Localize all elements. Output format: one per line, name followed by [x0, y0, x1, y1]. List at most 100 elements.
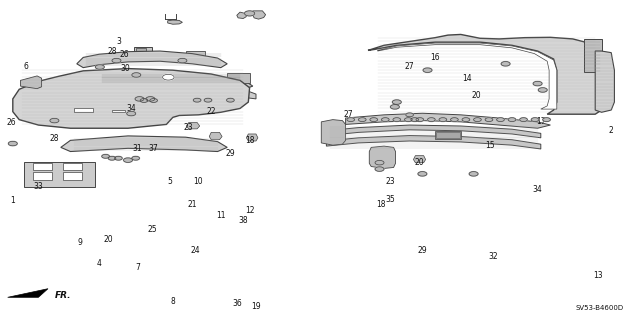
Polygon shape [112, 110, 125, 112]
Circle shape [135, 97, 144, 101]
Circle shape [520, 118, 527, 122]
Polygon shape [134, 47, 152, 54]
Circle shape [543, 118, 550, 122]
Circle shape [428, 118, 435, 122]
Polygon shape [209, 132, 222, 140]
Text: 20: 20 [104, 235, 114, 244]
Bar [63, 172, 82, 180]
Circle shape [497, 118, 504, 122]
Polygon shape [227, 73, 250, 83]
Polygon shape [595, 51, 614, 112]
Text: 18: 18 [245, 136, 254, 145]
Polygon shape [368, 34, 602, 114]
Circle shape [163, 74, 174, 80]
Bar [33, 163, 52, 170]
Text: 33: 33 [33, 182, 44, 191]
Text: 20: 20 [472, 91, 482, 100]
Text: 4: 4 [97, 259, 102, 268]
Text: 29: 29 [225, 149, 236, 158]
Text: 14: 14 [462, 74, 472, 83]
Text: 29: 29 [417, 246, 428, 255]
Polygon shape [13, 69, 250, 128]
Polygon shape [20, 76, 42, 89]
Polygon shape [61, 136, 227, 152]
Text: FR.: FR. [54, 291, 71, 300]
Text: 32: 32 [488, 252, 498, 261]
Polygon shape [321, 120, 346, 145]
Circle shape [140, 99, 148, 102]
Circle shape [531, 118, 539, 122]
Circle shape [393, 118, 401, 122]
Circle shape [132, 73, 141, 77]
Circle shape [227, 98, 234, 102]
Polygon shape [237, 12, 246, 19]
Circle shape [451, 118, 458, 122]
Polygon shape [584, 39, 602, 72]
Text: 20: 20 [414, 158, 424, 167]
Polygon shape [246, 134, 258, 141]
Circle shape [404, 118, 412, 122]
Circle shape [124, 158, 132, 162]
Circle shape [178, 58, 187, 63]
Circle shape [132, 156, 140, 160]
Circle shape [501, 62, 510, 66]
Polygon shape [74, 108, 93, 112]
Circle shape [8, 141, 17, 146]
Circle shape [50, 118, 59, 123]
Polygon shape [186, 51, 205, 58]
Polygon shape [378, 43, 557, 109]
Text: 25: 25 [147, 225, 157, 234]
Circle shape [358, 118, 366, 122]
Circle shape [102, 154, 109, 158]
Text: 6: 6 [23, 63, 28, 71]
Polygon shape [435, 131, 461, 139]
Polygon shape [77, 51, 227, 68]
Circle shape [150, 99, 157, 102]
Text: 36: 36 [232, 299, 242, 308]
Text: 26: 26 [6, 118, 16, 127]
Circle shape [347, 118, 355, 122]
Text: 27: 27 [344, 110, 354, 119]
Circle shape [508, 118, 516, 122]
Polygon shape [99, 72, 253, 89]
Circle shape [474, 118, 481, 122]
Text: 9: 9 [77, 238, 83, 247]
Text: 24: 24 [190, 246, 200, 255]
Text: 26: 26 [120, 50, 130, 59]
Text: 5: 5 [167, 177, 172, 186]
Circle shape [95, 65, 104, 69]
Circle shape [375, 160, 384, 165]
Text: 30: 30 [120, 64, 130, 73]
Circle shape [146, 97, 155, 101]
Text: 3: 3 [116, 37, 121, 46]
Circle shape [115, 156, 122, 160]
Text: 37: 37 [148, 144, 159, 153]
Circle shape [406, 113, 413, 117]
Polygon shape [186, 122, 200, 129]
Text: 17: 17 [536, 117, 546, 126]
Text: 2: 2 [609, 126, 614, 135]
Circle shape [370, 118, 378, 122]
Polygon shape [136, 48, 146, 53]
Polygon shape [413, 156, 426, 163]
Text: 34: 34 [532, 185, 543, 194]
Polygon shape [24, 162, 95, 187]
Circle shape [418, 172, 427, 176]
Text: 28: 28 [108, 47, 116, 56]
Text: 21: 21 [188, 200, 196, 209]
Polygon shape [8, 289, 48, 297]
Text: 28: 28 [50, 134, 59, 143]
Text: SV53-B4600D: SV53-B4600D [576, 305, 624, 311]
Circle shape [112, 58, 121, 63]
Polygon shape [346, 113, 550, 128]
Bar [33, 172, 52, 180]
Text: 23: 23 [385, 177, 396, 186]
Text: 16: 16 [430, 53, 440, 62]
Text: 15: 15 [484, 141, 495, 150]
Text: 19: 19 [251, 302, 261, 311]
Text: 13: 13 [593, 271, 604, 280]
Circle shape [469, 172, 478, 176]
Text: 1: 1 [10, 197, 15, 205]
Text: 27: 27 [404, 63, 415, 71]
Text: 31: 31 [132, 144, 143, 153]
